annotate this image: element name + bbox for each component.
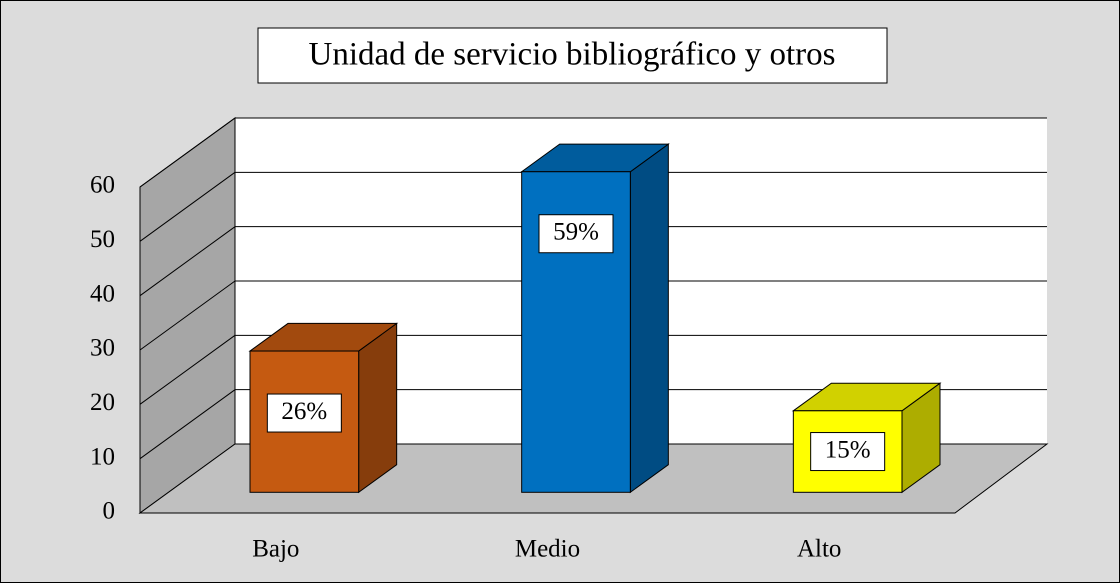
x-tick-label: Alto — [797, 536, 841, 563]
grid-line — [139, 334, 236, 405]
value-label-box — [538, 214, 614, 254]
x-tick-label: Bajo — [252, 536, 299, 563]
y-tick-label: 20 — [90, 389, 115, 416]
grid-line — [139, 389, 236, 460]
value-label-box — [266, 393, 342, 433]
y-tick-label: 30 — [90, 335, 115, 362]
y-tick-label: 50 — [90, 226, 115, 253]
x-tick-label: Medio — [515, 536, 580, 563]
bar-side — [358, 322, 398, 494]
value-label: 59% — [553, 218, 599, 245]
chart-title: Unidad de servicio bibliográfico y otros — [309, 37, 836, 73]
value-label-box — [810, 432, 886, 472]
title-box — [257, 27, 888, 84]
value-label: 15% — [825, 436, 871, 463]
y-tick-label: 0 — [103, 498, 116, 525]
grid-line — [139, 117, 236, 188]
bar-side — [629, 143, 669, 494]
grid-line — [139, 226, 236, 297]
y-tick-label: 10 — [90, 443, 115, 470]
grid-line — [139, 171, 236, 242]
y-tick-label: 40 — [90, 280, 115, 307]
y-tick-label: 60 — [90, 172, 115, 199]
value-label: 26% — [281, 398, 327, 425]
grid-line — [139, 280, 236, 351]
